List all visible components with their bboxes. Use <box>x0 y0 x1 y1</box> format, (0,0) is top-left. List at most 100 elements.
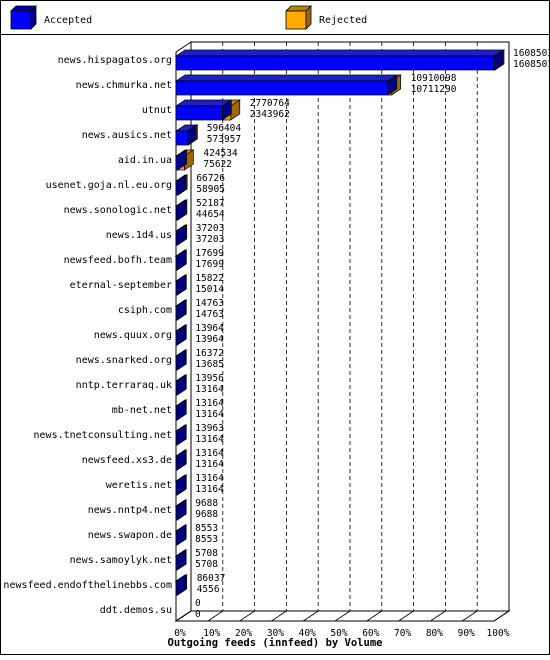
x-tick-label: 100% <box>487 628 510 639</box>
value-label-accepted: 37203 <box>196 234 225 245</box>
category-label: news.samoylyk.net <box>70 555 172 566</box>
category-label: news.hispagatos.org <box>58 55 172 66</box>
value-label-rejected: 13963 <box>195 423 224 434</box>
value-label-rejected: 13164 <box>195 398 224 409</box>
value-label-rejected: 15822 <box>195 273 224 284</box>
bar-accepted-front <box>175 280 178 296</box>
x-tick-label: 10% <box>203 628 220 639</box>
legend-rejected-label: Rejected <box>319 15 367 26</box>
bar-accepted-front <box>175 405 178 421</box>
floor-tick-line <box>239 610 255 622</box>
bar-accepted-front <box>175 80 389 96</box>
value-label-accepted: 10711290 <box>411 84 457 95</box>
category-label: csiph.com <box>118 305 172 316</box>
value-label-rejected: 17699 <box>195 248 224 259</box>
category-label: newsfeed.endofthelinebbs.com <box>3 580 172 591</box>
value-label-rejected: 66726 <box>196 173 225 184</box>
value-label-accepted: 13164 <box>195 434 224 445</box>
bar-accepted-front <box>175 130 188 146</box>
floor-tick-line <box>366 610 383 622</box>
value-label-rejected: 86037 <box>197 573 226 584</box>
bar-accepted-front <box>175 530 178 546</box>
chart-title: Outgoing feeds (innfeed) by Volume <box>168 637 383 649</box>
bar-accepted-front <box>175 230 178 246</box>
category-label: aid.in.ua <box>118 155 172 166</box>
value-label-rejected: 2770764 <box>250 98 290 109</box>
value-label-rejected: 13164 <box>195 473 224 484</box>
value-label-accepted: 2343962 <box>250 109 290 120</box>
value-label-rejected: 14763 <box>195 298 224 309</box>
category-label: weretis.net <box>106 480 172 491</box>
x-tick-label: 40% <box>299 628 316 639</box>
floor-tick-line <box>398 610 414 622</box>
floor-tick-line <box>302 610 319 622</box>
legend-item-accepted: Accepted <box>10 5 92 30</box>
bar-accepted-front <box>175 505 178 521</box>
value-label-accepted: 5708 <box>195 559 218 570</box>
value-label-rejected: 16085032 <box>513 48 550 59</box>
x-tick-label: 70% <box>394 628 411 639</box>
x-tick-label: 30% <box>267 628 284 639</box>
value-label-accepted: 13164 <box>195 459 224 470</box>
value-label-accepted: 4556 <box>197 584 220 595</box>
bar-accepted-front <box>175 380 178 396</box>
value-label-rejected: 10910098 <box>411 73 457 84</box>
x-tick-label: 80% <box>426 628 443 639</box>
x-tick-label: 50% <box>330 628 347 639</box>
value-label-rejected: 13164 <box>195 448 224 459</box>
bar-accepted-front <box>175 180 178 196</box>
category-label: newsfeed.xs3.de <box>82 455 172 466</box>
x-tick-label: 90% <box>458 628 475 639</box>
value-label-rejected: 13956 <box>195 373 224 384</box>
value-label-accepted: 44654 <box>196 209 225 220</box>
value-label-accepted: 75622 <box>203 159 232 170</box>
value-label-rejected: 37203 <box>196 223 225 234</box>
value-label-accepted: 13164 <box>195 409 224 420</box>
bar-accepted-front <box>175 480 178 496</box>
floor-tick-line <box>430 610 446 622</box>
value-label-accepted: 13685 <box>195 359 224 370</box>
bar-accepted-front <box>175 205 178 221</box>
value-label-accepted: 15014 <box>195 284 224 295</box>
x-tick-label: 0% <box>174 628 186 639</box>
value-label-rejected: 9688 <box>195 498 218 509</box>
value-label-accepted: 13164 <box>195 384 224 395</box>
floor-tick-line <box>207 610 224 622</box>
bar-accepted-front <box>175 330 178 346</box>
value-label-rejected: 424534 <box>203 148 238 159</box>
value-label-rejected: 0 <box>195 598 201 609</box>
category-label: news.quux.org <box>94 330 172 341</box>
x-tick-label: 60% <box>362 628 379 639</box>
value-label-accepted: 16085032 <box>513 59 550 70</box>
category-label: news.tnetconsulting.net <box>34 430 172 441</box>
bar-accepted-front <box>175 155 178 171</box>
bar-accepted-front <box>175 305 178 321</box>
bar-accepted-front <box>175 355 178 371</box>
value-label-rejected: 5708 <box>195 548 218 559</box>
legend-rejected-swatch <box>285 10 307 30</box>
floor <box>174 610 511 622</box>
x-tick-label: 20% <box>235 628 252 639</box>
category-label: news.chmurka.net <box>76 80 172 91</box>
category-label: ddt.demos.su <box>100 605 172 616</box>
category-label: mb-net.net <box>112 405 172 416</box>
legend-accepted-label: Accepted <box>44 15 92 26</box>
value-label-accepted: 13164 <box>195 484 224 495</box>
plot-area: 0% 10% 20% 30% 40% 50% 60% 70% 80% 90% 100% news.hi… <box>3 41 550 639</box>
value-label-rejected: 52187 <box>196 198 225 209</box>
floor-tick-line <box>461 610 478 622</box>
bar-accepted-front <box>175 105 223 121</box>
value-label-accepted: 573957 <box>207 134 241 145</box>
bar-accepted-top <box>174 74 398 82</box>
category-label: nntp.terraraq.uk <box>76 380 172 391</box>
value-label-accepted: 9688 <box>195 509 218 520</box>
value-label-rejected: 13964 <box>195 323 224 334</box>
category-label: newsfeed.bofh.team <box>64 255 172 266</box>
floor-tick-line <box>334 610 351 622</box>
value-label-rejected: 16372 <box>195 348 224 359</box>
category-label: news.sonologic.net <box>64 205 172 216</box>
bar-accepted-front <box>175 430 178 446</box>
category-label: news.nntp4.net <box>88 505 172 516</box>
value-label-accepted: 8553 <box>195 534 218 545</box>
